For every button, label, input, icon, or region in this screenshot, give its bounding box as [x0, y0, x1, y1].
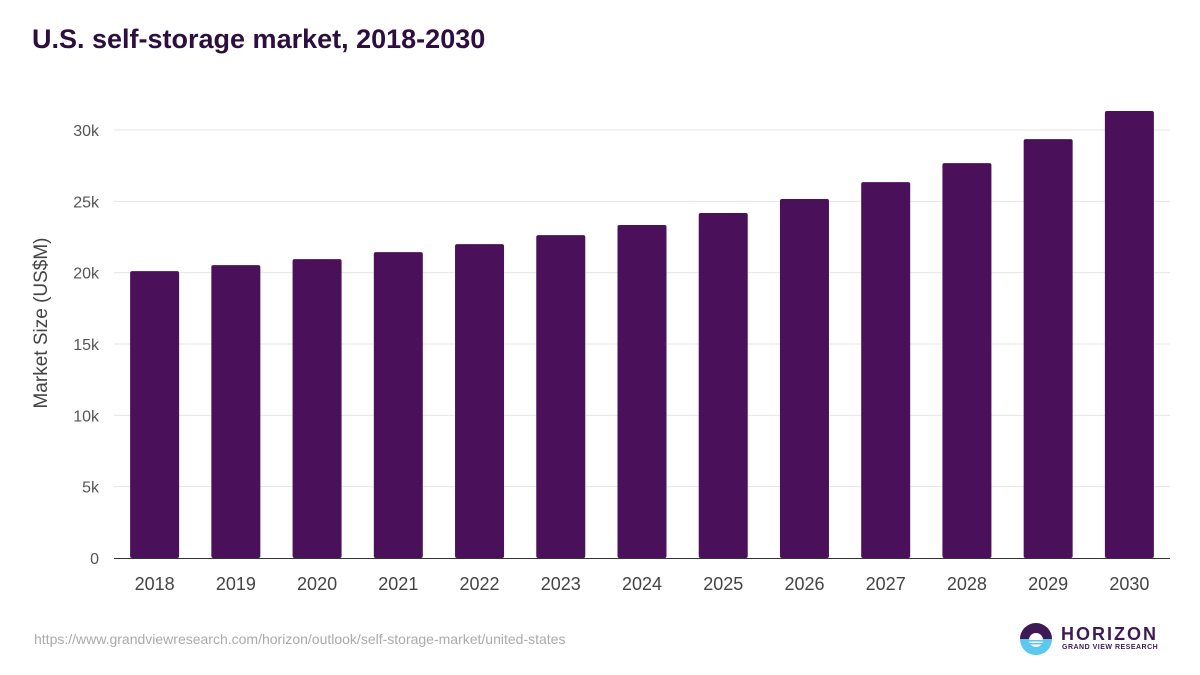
y-tick-label: 20k	[73, 266, 100, 283]
bar-2024	[617, 225, 667, 559]
bar-2023	[536, 235, 586, 559]
bar-2025	[698, 213, 748, 559]
horizon-logo: HORIZON GRAND VIEW RESEARCH	[1019, 622, 1159, 658]
y-tick-label: 5k	[82, 480, 100, 497]
bar-2019	[211, 265, 261, 558]
x-tick-label: 2029	[1028, 574, 1068, 594]
logo-name: HORIZON	[1061, 624, 1158, 644]
x-tick-label: 2026	[784, 574, 824, 594]
bar-2026	[779, 199, 829, 558]
x-tick-label: 2019	[216, 574, 256, 594]
logo-subtitle: GRAND VIEW RESEARCH	[1062, 644, 1159, 651]
x-tick-label: 2028	[947, 574, 987, 594]
y-tick-label: 15k	[73, 337, 100, 354]
y-tick-label: 0	[90, 551, 99, 568]
y-tick-label: 25k	[73, 194, 100, 211]
bar-2022	[455, 244, 505, 558]
horizon-logo-icon	[1020, 623, 1052, 655]
chart-title: U.S. self-storage market, 2018-2030	[32, 24, 486, 54]
x-tick-label: 2020	[297, 574, 337, 594]
y-tick-label: 10k	[73, 408, 100, 425]
y-tick-label: 30k	[73, 123, 100, 140]
bar-2018	[130, 271, 180, 558]
bar-2027	[861, 182, 911, 558]
x-tick-label: 2022	[460, 574, 500, 594]
x-tick-label: 2018	[135, 574, 175, 594]
x-tick-label: 2025	[703, 574, 743, 594]
bar-2020	[292, 259, 342, 558]
source-url[interactable]: https://www.grandviewresearch.com/horizo…	[34, 631, 566, 647]
bar-2028	[942, 163, 992, 558]
x-tick-label: 2024	[622, 574, 662, 594]
bar-2030	[1104, 111, 1154, 558]
bar-2029	[1023, 139, 1073, 558]
x-tick-label: 2030	[1109, 574, 1149, 594]
x-tick-label: 2027	[866, 574, 906, 594]
bar-2021	[373, 252, 423, 558]
y-axis-label: Market Size (US$M)	[31, 237, 52, 408]
x-tick-label: 2023	[541, 574, 581, 594]
x-tick-label: 2021	[378, 574, 418, 594]
